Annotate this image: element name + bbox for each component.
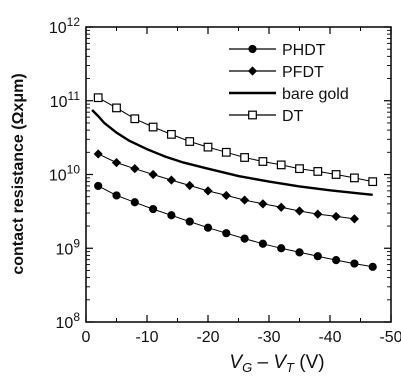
data-point	[130, 164, 140, 174]
data-point	[248, 110, 257, 120]
data-point	[221, 190, 231, 201]
legend: PHDT PFDT bare gold DT	[229, 42, 349, 125]
data-point	[276, 202, 286, 212]
data-point	[203, 223, 213, 232]
data-point	[148, 122, 158, 132]
y-tick-label: 1010	[49, 163, 80, 185]
x-axis-ticks: 0 -10 -20 -30 -40 -50	[82, 27, 401, 346]
data-point	[350, 259, 359, 268]
data-point	[295, 248, 304, 257]
data-point	[222, 229, 231, 238]
data-point	[277, 244, 286, 253]
x-tick-label: -30	[257, 329, 280, 346]
data-point	[130, 198, 139, 207]
data-point	[332, 256, 341, 265]
data-point	[185, 217, 194, 226]
data-point	[93, 93, 103, 103]
data-point	[258, 239, 267, 248]
data-point	[240, 195, 250, 205]
legend-item: DT	[229, 108, 304, 125]
legend-item: PFDT	[229, 64, 324, 81]
data-point	[313, 209, 323, 219]
data-point	[248, 44, 257, 54]
series-pfdt	[93, 149, 359, 224]
data-point	[221, 147, 231, 157]
data-point	[295, 164, 304, 174]
y-axis-label: contact resistance (Ωxμm)	[10, 73, 27, 274]
data-point	[185, 180, 195, 191]
data-point	[203, 186, 213, 196]
legend-item: PHDT	[229, 42, 326, 59]
data-point	[258, 157, 268, 166]
legend-label: DT	[282, 108, 304, 125]
series-line	[97, 97, 373, 183]
x-tick-label: 0	[82, 329, 91, 346]
y-axis-ticks: 108 109 1010 1011 1012	[49, 15, 391, 332]
legend-label: PHDT	[282, 42, 326, 59]
legend-label: bare gold	[282, 86, 349, 103]
data-point	[112, 103, 121, 113]
y-tick-label: 108	[56, 310, 81, 332]
series-layer	[91, 93, 378, 271]
data-point	[167, 211, 176, 220]
y-tick-label: 1011	[50, 89, 81, 111]
data-point	[149, 204, 158, 214]
data-point	[313, 252, 322, 261]
data-point	[276, 160, 286, 170]
x-tick-label: -10	[135, 329, 158, 346]
data-point	[331, 211, 341, 222]
data-point	[112, 191, 121, 200]
legend-item: bare gold	[229, 86, 349, 103]
data-point	[166, 175, 176, 185]
x-tick-label: -50	[379, 329, 401, 346]
data-point	[203, 142, 213, 152]
legend-label: PFDT	[282, 64, 324, 81]
series-phdt	[94, 181, 377, 271]
data-point	[349, 214, 359, 224]
series-line	[97, 153, 355, 220]
x-tick-label: -20	[196, 329, 219, 346]
data-point	[247, 66, 258, 76]
data-point	[93, 149, 103, 159]
data-point	[185, 137, 195, 146]
data-point	[313, 167, 323, 176]
y-tick-label: 1012	[49, 15, 80, 37]
data-point	[350, 173, 359, 183]
data-point	[240, 153, 250, 162]
data-point	[167, 129, 176, 139]
data-point	[240, 234, 249, 243]
data-point	[368, 262, 377, 271]
data-point	[368, 177, 378, 187]
data-point	[331, 170, 341, 179]
series-bare-gold	[91, 109, 373, 196]
data-point	[294, 206, 305, 216]
series-dt	[93, 93, 378, 187]
x-axis-label: VG – VT (V)	[229, 352, 324, 375]
data-point	[111, 157, 122, 168]
series-line	[91, 109, 373, 196]
data-point	[94, 181, 103, 191]
x-tick-label: -40	[318, 329, 341, 346]
y-tick-label: 109	[56, 236, 81, 258]
data-point	[148, 169, 158, 180]
data-point	[130, 114, 140, 124]
series-line	[97, 185, 373, 268]
data-point	[258, 199, 268, 209]
